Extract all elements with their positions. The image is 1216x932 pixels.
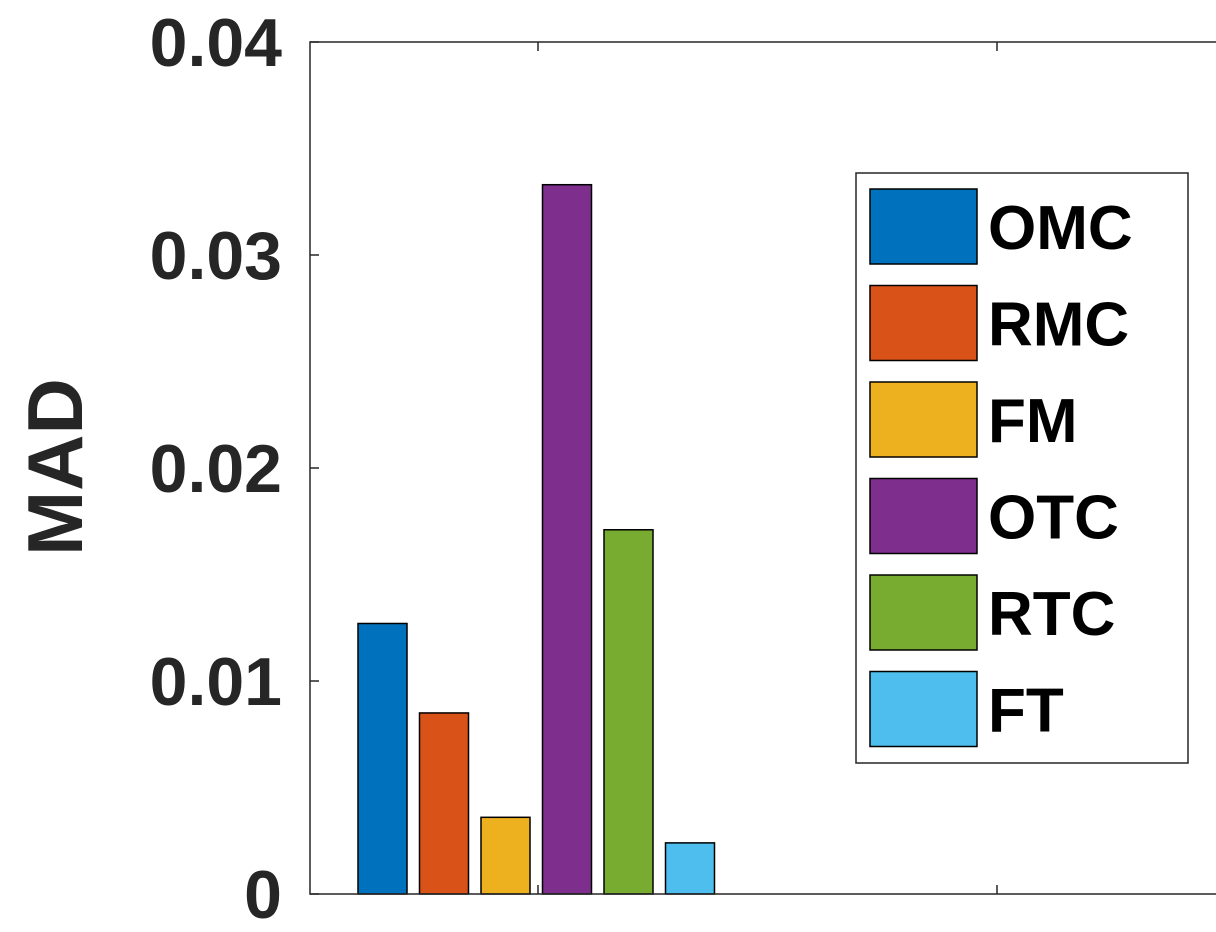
y-axis-ticks — [310, 41, 998, 895]
y-tick-label: 0.01 — [150, 644, 282, 720]
bar-rtc — [603, 529, 654, 895]
y-tick-label: 0.02 — [150, 431, 282, 507]
legend-swatch-fm — [869, 381, 978, 458]
bar-ft — [664, 842, 716, 895]
y-axis-tick-labels: 0 0.01 0.02 0.03 0.04 — [150, 5, 283, 932]
bar-otc — [541, 183, 593, 895]
legend-swatch-otc — [869, 477, 978, 555]
legend-label-omc: OMC — [988, 194, 1133, 263]
y-axis-label: MAD — [11, 378, 99, 556]
legend-swatch-rmc — [869, 284, 978, 362]
legend-label-ft: FT — [988, 677, 1064, 746]
legend-swatch-rtc — [869, 574, 978, 651]
legend-label-otc: OTC — [988, 484, 1119, 553]
legend-label-rtc: RTC — [988, 580, 1115, 649]
legend-label-rmc: RMC — [988, 291, 1129, 360]
bar-rmc — [418, 712, 470, 895]
y-tick-label: 0 — [244, 857, 282, 927]
legend: OMC RMC FM OTC RTC FT — [855, 172, 1189, 764]
legend-label-fm: FM — [988, 387, 1078, 456]
bar-fm — [480, 816, 531, 895]
legend-swatch-ft — [869, 670, 978, 748]
bar-omc — [357, 622, 408, 895]
legend-swatch-omc — [869, 188, 978, 265]
bars-group — [357, 183, 716, 895]
y-tick-label: 0.04 — [150, 5, 283, 81]
legend-box — [855, 172, 1189, 764]
y-tick-label: 0.03 — [150, 218, 282, 294]
